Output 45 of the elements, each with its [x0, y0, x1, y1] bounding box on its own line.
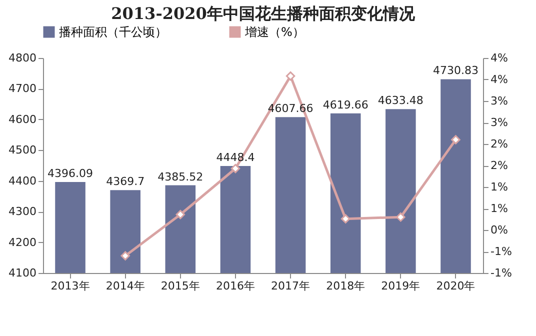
data-label: 4619.66 [322, 98, 368, 112]
y2-tick-label: 2% [490, 138, 508, 150]
data-label: 4607.66 [268, 102, 314, 116]
point [286, 71, 296, 81]
data-label: 4369.7 [106, 175, 145, 188]
x-tick-label: 2014年 [106, 280, 145, 292]
y2-tick-label: 0% [490, 224, 508, 236]
y2-tick-label: 2% [490, 159, 508, 172]
x-tick-label: 2019年 [381, 280, 420, 292]
x-tick-label: 2013年 [50, 280, 90, 292]
chart-title: 2013-2020年中国花生播种面积变化情况 [111, 4, 416, 23]
y2-tick-label: 1% [490, 180, 508, 194]
point [451, 135, 460, 144]
y2-tick-label: 4% [490, 73, 508, 86]
y-tick-label: 4600 [8, 112, 36, 126]
y-tick-label: 4100 [8, 266, 36, 280]
data-label: 4633.48 [378, 94, 424, 108]
data-label: 4730.83 [432, 64, 478, 78]
y-tick-label: 4300 [8, 205, 36, 218]
point [176, 210, 186, 220]
x-tick-label: 2015年 [160, 280, 200, 292]
y2-tick-label: 1% [490, 202, 508, 215]
x-tick-label: 2018年 [326, 280, 366, 292]
point [396, 212, 406, 222]
data-label: 4385.52 [158, 170, 204, 184]
y2-tick-label: 3% [490, 116, 508, 129]
x-tick-label: 2020年 [436, 280, 476, 292]
y-tick-label: 4700 [8, 82, 36, 96]
legend-label: 播种面积（千公顷） [59, 25, 167, 39]
y-tick-label: 4800 [8, 52, 36, 64]
y-tick-label: 4500 [8, 144, 36, 157]
y2-tick-label: -1% [490, 266, 512, 280]
data-label: 4448.4 [216, 150, 255, 164]
point [340, 214, 350, 224]
point [230, 164, 240, 174]
y-tick-label: 4400 [8, 174, 36, 188]
legend-label: 增速（%） [244, 25, 304, 39]
x-tick-label: 2017年 [271, 280, 310, 292]
y2-tick-label: -1% [490, 245, 512, 258]
x-tick-label: 2016年 [216, 280, 255, 292]
data-label: 4396.09 [48, 167, 94, 180]
y2-tick-label: 4% [490, 52, 508, 64]
point [120, 251, 130, 260]
y2-tick-label: 3% [490, 94, 508, 108]
y-tick-label: 4200 [8, 236, 36, 249]
